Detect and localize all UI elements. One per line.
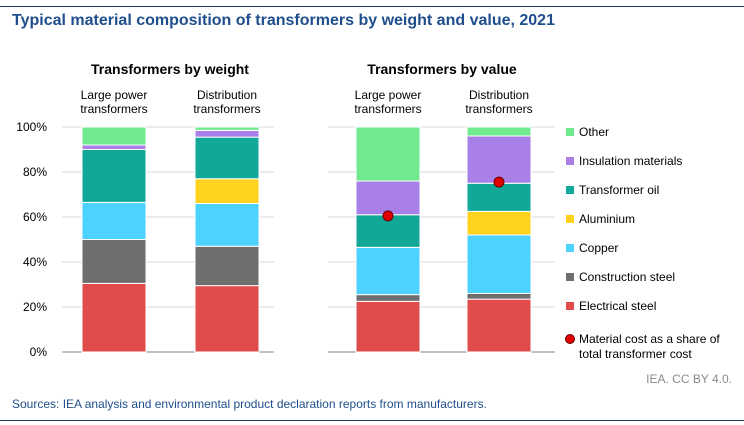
bar-segment: [194, 203, 260, 247]
panel-title: Transformers by weight: [91, 61, 249, 77]
source-note: Sources: IEA analysis and environmental …: [12, 397, 487, 411]
y-tick-label: 40%: [23, 255, 47, 269]
credit-label: IEA. CC BY 4.0.: [646, 372, 732, 386]
bar-segment: [81, 239, 147, 284]
bar-segment: [355, 180, 421, 216]
bar-segment: [355, 294, 421, 302]
y-tick-label: 0%: [30, 345, 48, 359]
legend-label: Aluminium: [579, 212, 635, 226]
top-rule: [0, 6, 744, 7]
legend-swatch: [566, 186, 574, 194]
bar-segment: [81, 149, 147, 203]
legend-label: Insulation materials: [579, 154, 682, 168]
legend-label: Copper: [579, 241, 618, 255]
legend-swatch: [566, 244, 574, 252]
legend-swatch: [566, 273, 574, 281]
bar-segment: [194, 285, 260, 353]
panel-title: Transformers by value: [367, 61, 517, 77]
legend-marker: [565, 334, 575, 344]
cost-share-marker: [382, 210, 394, 222]
legend-label: Electrical steel: [579, 299, 656, 313]
legend-swatch: [566, 302, 574, 310]
bar-segment: [355, 126, 421, 182]
bottom-rule: [0, 420, 744, 421]
legend-label: Transformer oil: [579, 183, 659, 197]
y-tick-label: 60%: [23, 210, 47, 224]
bar-segment: [466, 298, 532, 353]
bar-segment: [194, 126, 260, 131]
bar-segment: [81, 201, 147, 240]
legend-label: total transformer cost: [579, 347, 692, 361]
bar-segment: [194, 136, 260, 180]
legend-label: Construction steel: [579, 270, 675, 284]
bar-segment: [81, 144, 147, 150]
bar-segment: [466, 210, 532, 236]
legend-swatch: [566, 215, 574, 223]
bar-segment: [194, 245, 260, 287]
bar-segment: [194, 178, 260, 204]
legend-swatch: [566, 157, 574, 165]
cost-share-marker: [493, 176, 505, 188]
legend-swatch: [566, 128, 574, 136]
bar-segment: [466, 234, 532, 294]
category-label: transformers: [354, 102, 421, 116]
bar-segment: [355, 214, 421, 248]
category-label: transformers: [193, 102, 260, 116]
bar-segment: [355, 300, 421, 353]
legend-label: Other: [579, 125, 609, 139]
bar-segment: [466, 293, 532, 300]
category-label: transformers: [465, 102, 532, 116]
category-label: Large power: [355, 88, 422, 102]
bar-segment: [194, 129, 260, 138]
chart-title: Typical material composition of transfor…: [12, 12, 555, 29]
bar-segment: [81, 282, 147, 353]
category-label: Large power: [81, 88, 148, 102]
bar-segment: [466, 135, 532, 184]
bar-segment: [81, 126, 147, 146]
bar-segment: [466, 126, 532, 137]
bar-segment: [355, 246, 421, 296]
y-tick-label: 100%: [16, 120, 47, 134]
category-label: transformers: [80, 102, 147, 116]
category-label: Distribution: [469, 88, 529, 102]
y-tick-label: 20%: [23, 300, 47, 314]
y-tick-label: 80%: [23, 165, 47, 179]
category-label: Distribution: [197, 88, 257, 102]
legend-label: Material cost as a share of: [579, 332, 720, 346]
bar-segment: [466, 182, 532, 212]
